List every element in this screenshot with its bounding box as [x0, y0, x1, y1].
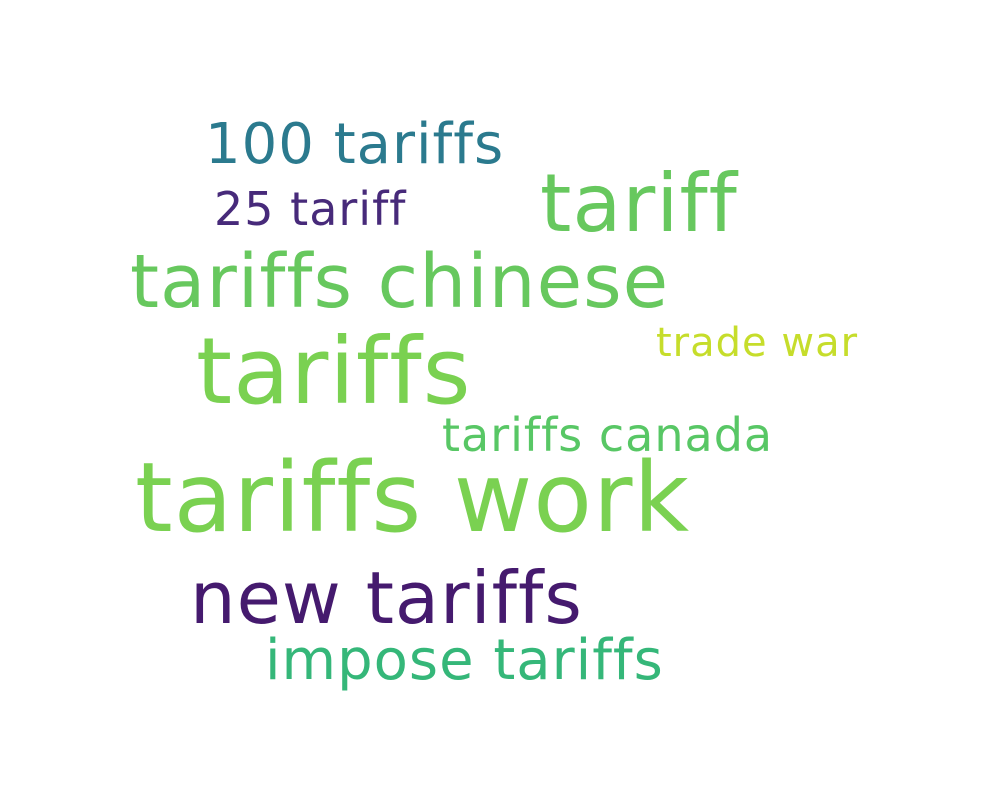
word-tariffs-canada: tariffs canada	[442, 408, 774, 462]
word-tariff: tariff	[540, 157, 738, 250]
word-tariffs: tariffs	[196, 318, 472, 425]
word-tariffs-chinese: tariffs chinese	[130, 239, 670, 325]
word-trade-war: trade war	[656, 320, 859, 366]
word-impose-tariffs: impose tariffs	[265, 628, 664, 693]
word-25-tariff: 25 tariff	[214, 182, 407, 236]
word-100-tariffs: 100 tariffs	[205, 112, 505, 177]
word-new-tariffs: new tariffs	[190, 556, 583, 640]
word-tariffs-work: tariffs work	[135, 442, 691, 554]
